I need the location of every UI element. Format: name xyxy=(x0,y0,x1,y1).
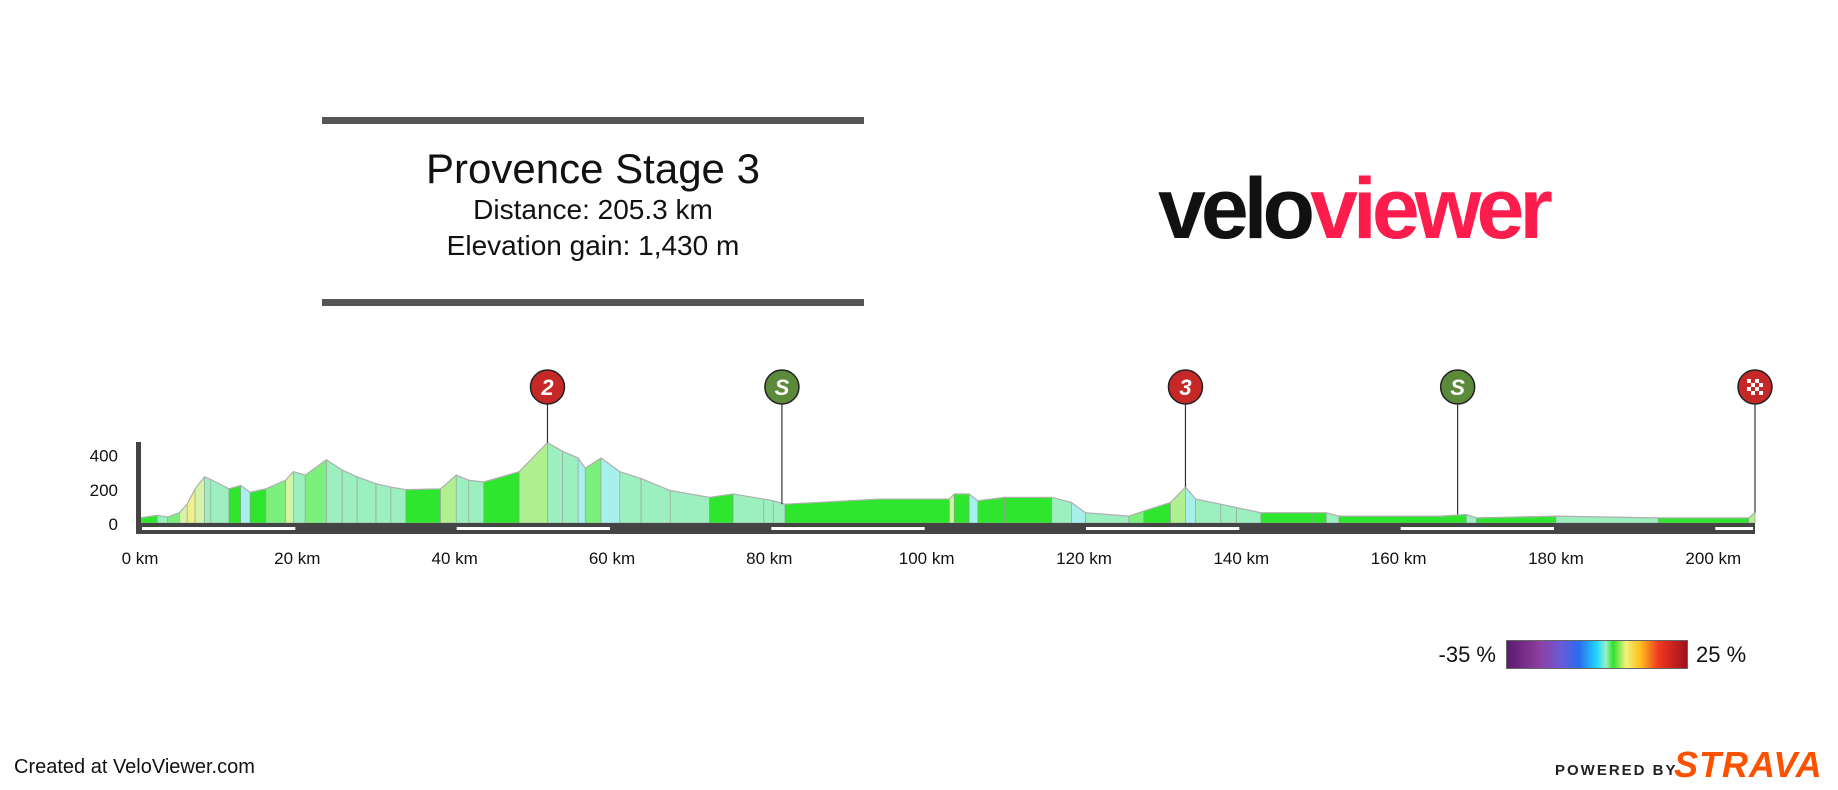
x-tick-label: 100 km xyxy=(899,549,955,568)
x-axis-scale-stripe xyxy=(1715,527,1753,530)
profile-segment xyxy=(326,459,343,524)
veloviewer-logo: veloviewer xyxy=(1158,166,1553,252)
checkered-flag-square xyxy=(1751,391,1755,395)
profile-segment xyxy=(1128,510,1145,524)
gradient-color-scale xyxy=(1506,640,1688,669)
profile-segment xyxy=(1311,512,1327,524)
profile-segment xyxy=(1260,512,1313,524)
profile-segment xyxy=(455,474,470,524)
legend-max-label: 25 % xyxy=(1696,642,1747,667)
x-tick-label: 60 km xyxy=(589,549,635,568)
profile-segment xyxy=(547,442,563,524)
profile-segment xyxy=(977,497,1005,524)
legend-min-label: -35 % xyxy=(1438,642,1496,667)
profile-segment xyxy=(468,479,485,524)
profile-segment xyxy=(204,476,212,524)
strava-logo: STRAVA xyxy=(1674,744,1823,785)
profile-segment xyxy=(1004,497,1053,524)
y-tick-label: 400 xyxy=(90,447,118,466)
profile-segment xyxy=(210,478,230,524)
sprint-marker-icon xyxy=(764,369,800,405)
profile-segment xyxy=(483,471,520,524)
profile-segment xyxy=(953,493,970,524)
title-box: Provence Stage 3 Distance: 205.3 km Elev… xyxy=(322,117,864,306)
x-tick-label: 120 km xyxy=(1056,549,1112,568)
profile-segment xyxy=(341,469,358,524)
x-axis-scale-stripe xyxy=(1400,527,1554,530)
profile-segment xyxy=(640,478,671,524)
profile-segment xyxy=(179,503,188,524)
created-at-text: Created at VeloViewer.com xyxy=(14,756,255,778)
profile-segment xyxy=(619,471,642,524)
checkered-flag-square xyxy=(1747,387,1751,391)
profile-segment xyxy=(228,484,241,524)
marker-label: 2 xyxy=(540,375,554,400)
profile-segment xyxy=(249,488,267,524)
checkered-flag-square xyxy=(1759,391,1763,395)
x-axis-scale-stripe xyxy=(1085,527,1240,530)
y-axis-line xyxy=(136,442,141,530)
x-tick-label: 200 km xyxy=(1685,549,1741,568)
x-tick-label: 180 km xyxy=(1528,549,1584,568)
elevation-gain-text: Elevation gain: 1,430 m xyxy=(446,230,740,261)
y-tick-label: 0 xyxy=(109,515,118,534)
profile-segment xyxy=(293,471,306,524)
x-axis-scale-stripe xyxy=(456,527,610,530)
profile-segment xyxy=(405,488,441,524)
profile-segment xyxy=(1338,515,1443,524)
profile-segment xyxy=(1071,501,1086,524)
x-axis-bar xyxy=(136,523,1755,534)
x-tick-label: 0 km xyxy=(122,549,159,568)
profile-segment xyxy=(562,450,579,524)
profile-segment xyxy=(186,488,196,524)
profile-segment xyxy=(1143,502,1171,524)
x-tick-label: 20 km xyxy=(274,549,320,568)
x-axis-scale-stripe xyxy=(771,527,925,530)
profile-segment xyxy=(1657,517,1750,524)
logo-viewer: viewer xyxy=(1310,161,1553,257)
profile-segment xyxy=(375,483,392,524)
elevation-profile-chart: 0 200 400 0 km 20 km 40 km 60 km 80 km 100 km 120… xyxy=(90,369,1773,568)
climb-marker-icon xyxy=(1167,369,1204,405)
profile-outline xyxy=(139,441,1756,519)
powered-by-text: POWERED BY xyxy=(1555,762,1678,779)
x-tick-label: 140 km xyxy=(1213,549,1269,568)
profile-segment xyxy=(763,498,774,524)
profile-segment xyxy=(709,493,734,524)
climb-marker-icon xyxy=(529,369,566,405)
profile-segment xyxy=(1195,498,1222,524)
stage-title: Provence Stage 3 xyxy=(426,145,760,192)
profile-segment xyxy=(265,479,286,524)
marker-label: S xyxy=(1450,375,1465,400)
checkered-flag-square xyxy=(1747,379,1751,383)
x-tick-label: 40 km xyxy=(432,549,478,568)
marker-label: 3 xyxy=(1179,375,1191,400)
profile-segment xyxy=(584,457,602,524)
checkered-flag-square xyxy=(1755,387,1759,391)
profile-segment xyxy=(600,457,621,524)
profile-segment xyxy=(304,459,327,524)
profile-segment xyxy=(1170,486,1186,524)
profile-segment xyxy=(356,476,377,524)
x-tick-label: 160 km xyxy=(1371,549,1427,568)
profile-segment xyxy=(879,498,950,524)
profile-segment xyxy=(784,498,880,524)
checkered-flag-square xyxy=(1759,383,1763,387)
sprint-marker-icon xyxy=(1439,369,1476,405)
logo-velo: velo xyxy=(1158,161,1315,257)
marker-label: S xyxy=(775,375,790,400)
x-tick-label: 80 km xyxy=(746,549,792,568)
checkered-flag-square xyxy=(1751,383,1755,387)
distance-text: Distance: 205.3 km xyxy=(473,194,713,225)
profile-segment xyxy=(669,490,710,524)
profile-segment xyxy=(390,486,407,524)
profile-segment xyxy=(968,493,979,524)
profile-segment xyxy=(518,441,548,524)
y-tick-label: 200 xyxy=(90,481,118,500)
checkered-flag-square xyxy=(1755,379,1759,383)
x-axis-scale-stripe xyxy=(142,527,296,530)
